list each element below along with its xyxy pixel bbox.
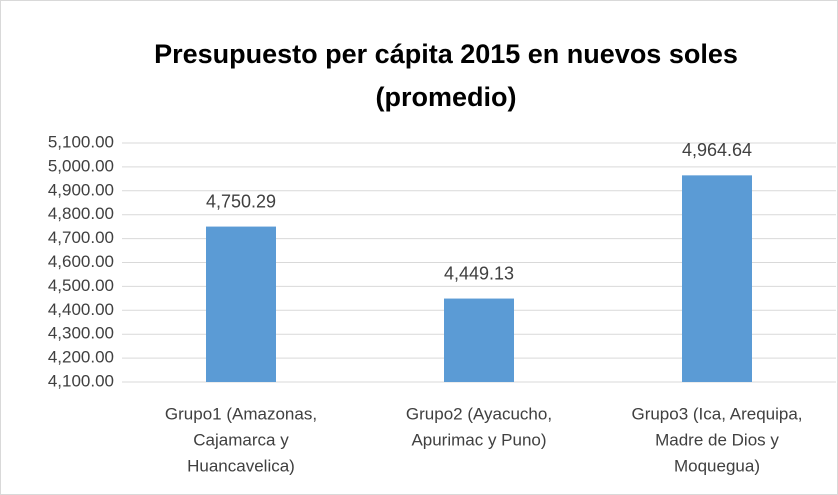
bar (444, 298, 514, 382)
x-tick-label: Huancavelica) (187, 456, 295, 475)
data-label: 4,964.64 (682, 140, 752, 160)
y-tick-label: 4,700.00 (48, 228, 114, 247)
y-tick-label: 4,800.00 (48, 204, 114, 223)
data-label: 4,750.29 (206, 191, 276, 211)
chart-title: Presupuesto per cápita 2015 en nuevos so… (154, 39, 738, 69)
x-tick-label: Cajamarca y (193, 430, 289, 449)
y-tick-label: 5,100.00 (48, 132, 114, 151)
y-tick-label: 4,600.00 (48, 252, 114, 271)
x-tick-label: Madre de Dios y (655, 430, 779, 449)
y-tick-label: 4,900.00 (48, 180, 114, 199)
x-tick-label: Apurimac y Puno) (411, 430, 546, 449)
y-tick-label: 5,000.00 (48, 156, 114, 175)
x-tick-label: Grupo2 (Ayacucho, (406, 404, 552, 423)
bar (206, 226, 276, 382)
x-tick-label: Moquegua) (674, 456, 760, 475)
x-tick-label: Grupo1 (Amazonas, (165, 404, 317, 423)
data-label: 4,449.13 (444, 263, 514, 283)
y-tick-label: 4,100.00 (48, 371, 114, 390)
y-tick-label: 4,200.00 (48, 348, 114, 367)
x-tick-label: Grupo3 (Ica, Arequipa, (631, 404, 802, 423)
y-tick-label: 4,300.00 (48, 324, 114, 343)
y-tick-label: 4,400.00 (48, 300, 114, 319)
chart-title: (promedio) (376, 82, 517, 112)
bar (682, 175, 752, 382)
y-tick-label: 4,500.00 (48, 276, 114, 295)
